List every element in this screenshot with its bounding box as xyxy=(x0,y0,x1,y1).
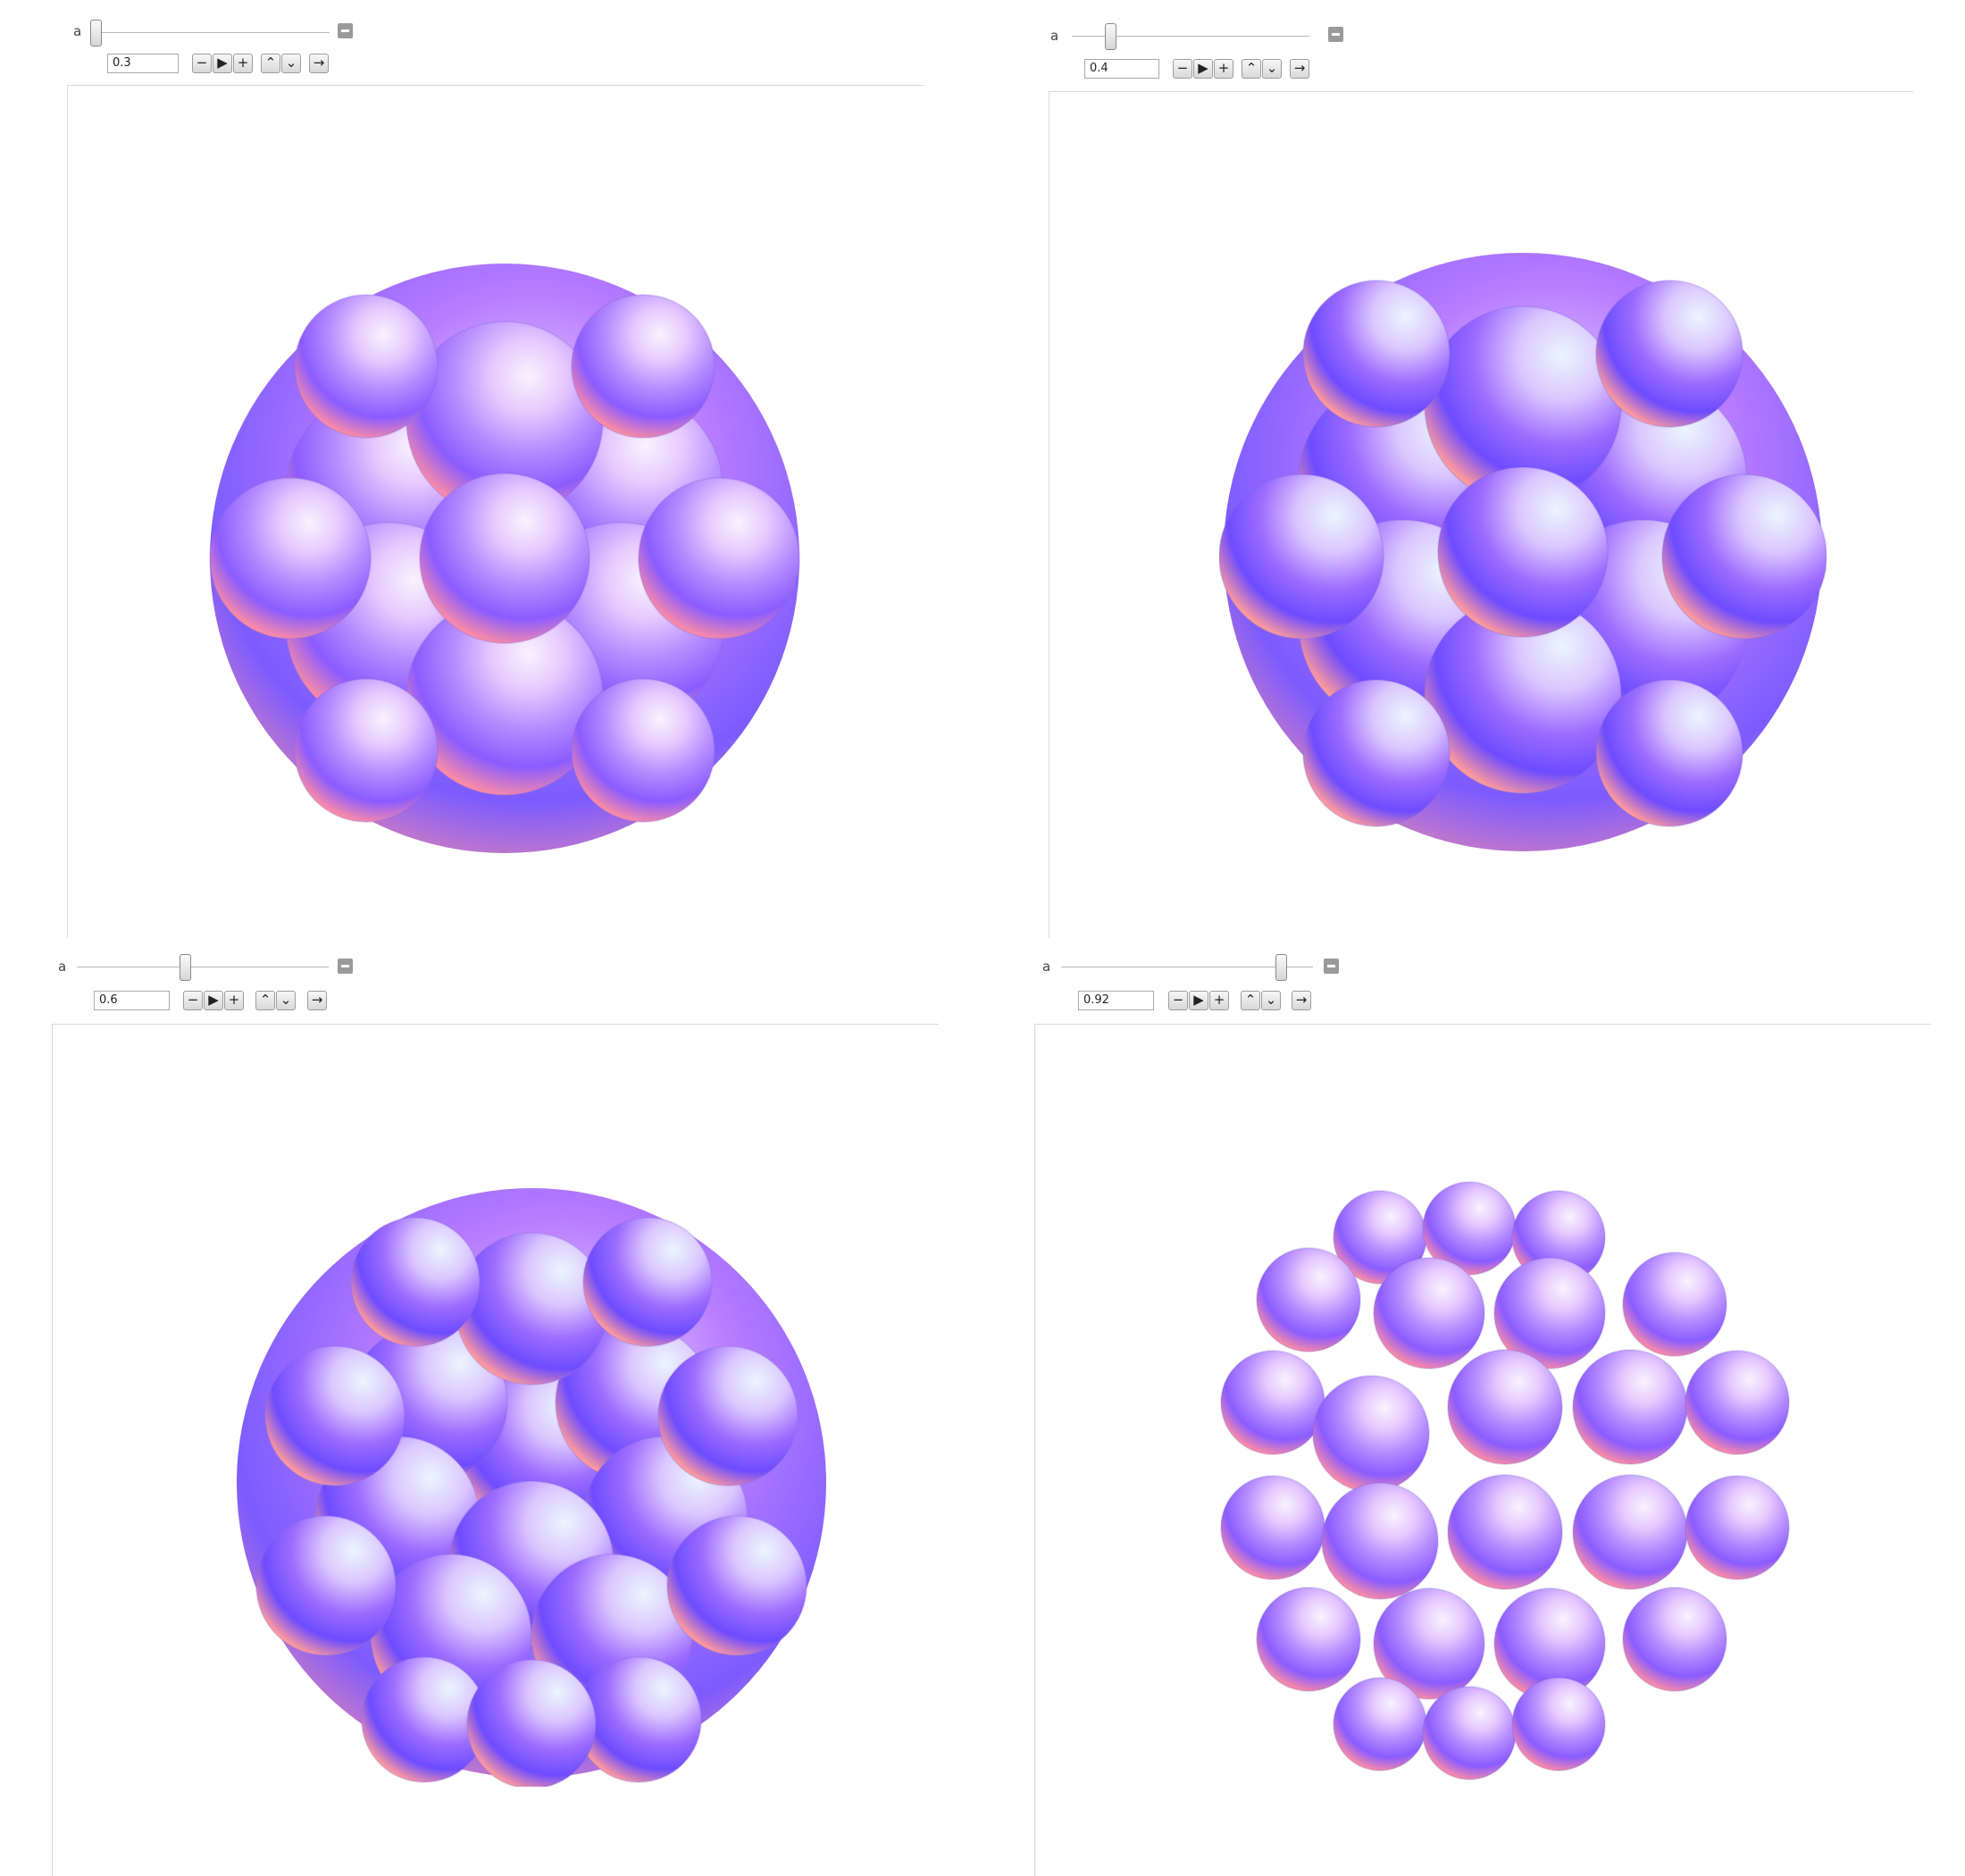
play-icon: ▶ xyxy=(1198,60,1208,76)
slider-label: a xyxy=(1050,28,1059,44)
plus-icon: + xyxy=(1217,60,1230,76)
direction-icon: → xyxy=(1295,992,1308,1008)
direction-icon: → xyxy=(313,54,325,71)
graphics-frame xyxy=(1049,91,1913,938)
play-button[interactable]: ▶ xyxy=(1189,991,1208,1010)
play-button[interactable]: ▶ xyxy=(204,991,223,1010)
sphere-cluster-graphic[interactable] xyxy=(228,1179,835,1787)
faster-icon: ⌃ xyxy=(1245,60,1258,76)
slower-icon: ⌄ xyxy=(1266,60,1278,76)
sphere-cluster-graphic[interactable] xyxy=(1210,1179,1827,1796)
collapse-button[interactable] xyxy=(338,23,353,38)
slower-button[interactable]: ⌄ xyxy=(1261,991,1281,1010)
collapse-button[interactable] xyxy=(338,959,353,974)
minus-icon: − xyxy=(1172,992,1184,1008)
direction-icon: → xyxy=(1293,60,1306,76)
faster-icon: ⌃ xyxy=(264,54,277,71)
value-input[interactable]: 0.92 xyxy=(1078,991,1154,1010)
minus-icon: − xyxy=(1176,60,1189,76)
manipulate-panel-2: a 0.4 − ▶ + ⌃ ⌄ → xyxy=(982,0,1965,938)
slider-track[interactable] xyxy=(1072,36,1309,37)
step-forward-button[interactable]: + xyxy=(224,991,244,1010)
direction-button[interactable]: → xyxy=(1290,59,1309,79)
faster-button[interactable]: ⌃ xyxy=(1242,59,1261,79)
step-back-button[interactable]: − xyxy=(183,991,203,1010)
slower-button[interactable]: ⌄ xyxy=(1262,59,1282,79)
play-icon: ▶ xyxy=(1193,992,1204,1008)
manipulate-panel-4: a 0.92 − ▶ + ⌃ ⌄ → xyxy=(982,938,1965,1876)
graphics-frame xyxy=(67,85,924,938)
minus-icon: − xyxy=(187,992,199,1008)
manipulate-panel-3: a 0.6 − ▶ + ⌃ ⌄ → xyxy=(0,938,982,1876)
sphere-cluster-graphic[interactable] xyxy=(1219,248,1827,856)
step-forward-button[interactable]: + xyxy=(1209,991,1229,1010)
slider-label: a xyxy=(73,23,82,39)
play-button[interactable]: ▶ xyxy=(1193,59,1213,79)
step-back-button[interactable]: − xyxy=(1168,991,1188,1010)
slider-thumb[interactable] xyxy=(1105,23,1116,50)
graphics-frame xyxy=(52,1024,939,1876)
play-icon: ▶ xyxy=(208,992,219,1008)
slider-thumb[interactable] xyxy=(1275,954,1287,981)
value-input[interactable]: 0.4 xyxy=(1084,59,1159,79)
faster-button[interactable]: ⌃ xyxy=(255,991,275,1010)
step-forward-button[interactable]: + xyxy=(233,54,253,73)
step-back-button[interactable]: − xyxy=(1173,59,1192,79)
plus-icon: + xyxy=(228,992,240,1008)
slider-track[interactable] xyxy=(92,32,330,33)
graphics-frame xyxy=(1034,1024,1931,1876)
slider-thumb[interactable] xyxy=(180,954,191,981)
plus-icon: + xyxy=(1213,992,1225,1008)
direction-button[interactable]: → xyxy=(1292,991,1311,1010)
direction-icon: → xyxy=(311,992,323,1008)
slider-label: a xyxy=(1042,959,1051,975)
slider-thumb[interactable] xyxy=(90,20,102,46)
play-button[interactable]: ▶ xyxy=(213,54,232,73)
collapse-button[interactable] xyxy=(1324,959,1339,974)
step-forward-button[interactable]: + xyxy=(1214,59,1233,79)
direction-button[interactable]: → xyxy=(309,54,329,73)
plus-icon: + xyxy=(237,54,249,71)
value-input[interactable]: 0.3 xyxy=(107,54,179,73)
minus-icon: − xyxy=(196,54,208,71)
slower-icon: ⌄ xyxy=(1265,992,1277,1008)
step-back-button[interactable]: − xyxy=(192,54,212,73)
sphere-cluster-graphic[interactable] xyxy=(205,259,804,858)
faster-icon: ⌃ xyxy=(259,992,272,1008)
manipulate-panel-1: a 0.3 − ▶ + ⌃ ⌄ → xyxy=(0,0,982,938)
play-icon: ▶ xyxy=(217,54,228,71)
value-input[interactable]: 0.6 xyxy=(94,991,170,1010)
slower-button[interactable]: ⌄ xyxy=(276,991,296,1010)
faster-icon: ⌃ xyxy=(1244,992,1257,1008)
slower-icon: ⌄ xyxy=(285,54,297,71)
collapse-button[interactable] xyxy=(1328,27,1343,42)
faster-button[interactable]: ⌃ xyxy=(261,54,280,73)
slower-button[interactable]: ⌄ xyxy=(281,54,301,73)
slower-icon: ⌄ xyxy=(280,992,292,1008)
slider-label: a xyxy=(58,959,67,975)
faster-button[interactable]: ⌃ xyxy=(1241,991,1260,1010)
direction-button[interactable]: → xyxy=(307,991,327,1010)
